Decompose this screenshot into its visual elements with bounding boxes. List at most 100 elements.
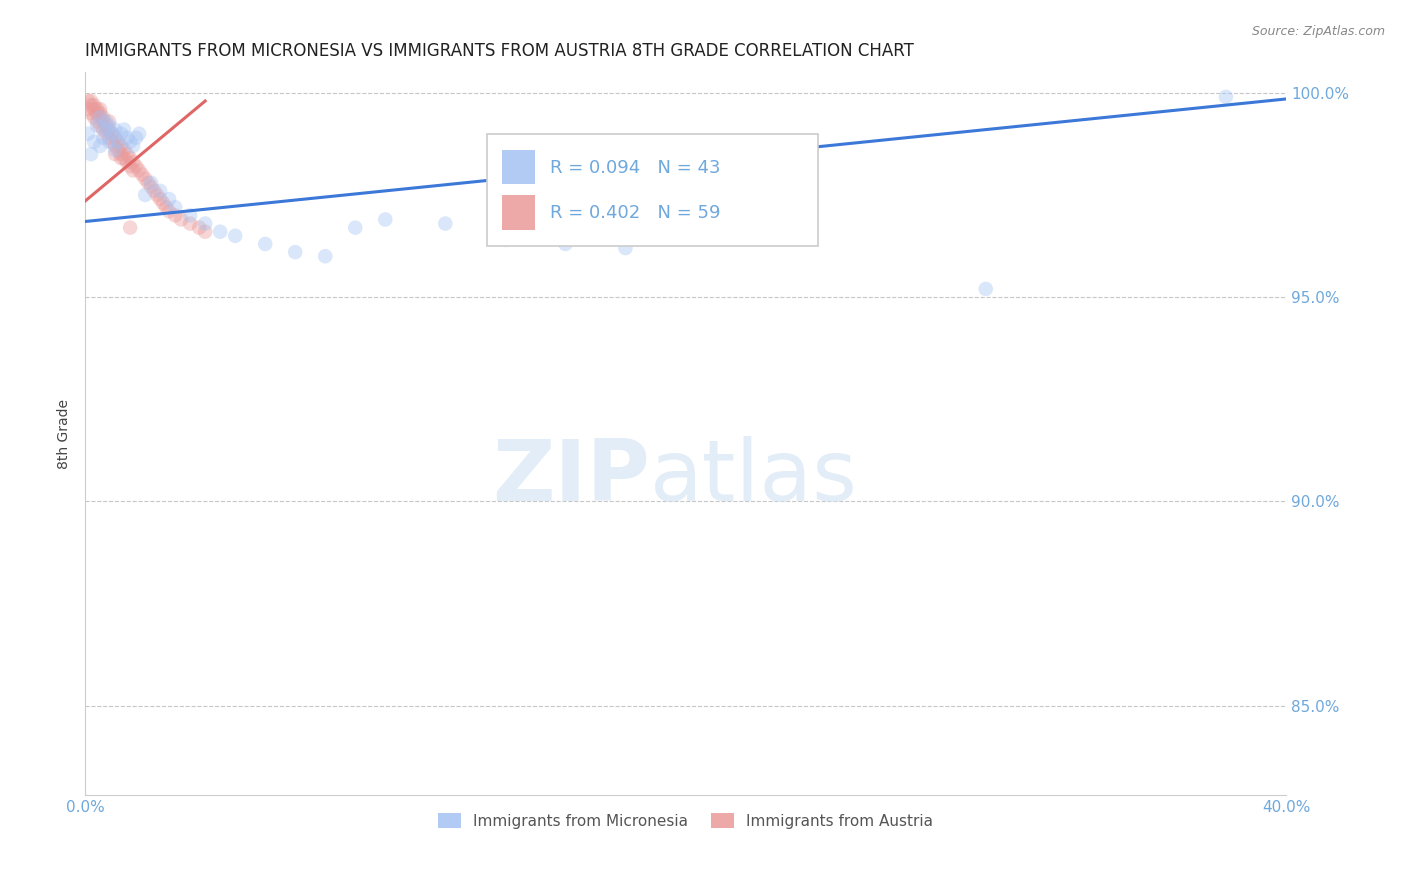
Point [91,114,114,128]
FancyBboxPatch shape [488,134,818,246]
Point [112,143,135,157]
Point [89,111,111,125]
Point [122,139,145,153]
Point [77,127,100,141]
Point [1215,90,1237,104]
Point [314,249,336,263]
Point [94,114,117,128]
Point [104,143,127,157]
Point [83,98,105,112]
Point [152,196,174,211]
Point [89,102,111,116]
Point [146,188,169,202]
Point [128,127,150,141]
Point [86,114,108,128]
Point [125,160,148,174]
FancyBboxPatch shape [502,195,536,230]
Text: IMMIGRANTS FROM MICRONESIA VS IMMIGRANTS FROM AUSTRIA 8TH GRADE CORRELATION CHAR: IMMIGRANTS FROM MICRONESIA VS IMMIGRANTS… [86,42,914,60]
Point [104,147,127,161]
Point [101,127,124,141]
Point [86,106,108,120]
Point [170,212,193,227]
Point [254,237,277,252]
Point [115,155,138,169]
Point [974,282,997,296]
Point [110,127,132,141]
Point [80,94,103,108]
Point [143,184,166,198]
Point [194,217,217,231]
Point [149,184,172,198]
Point [107,135,129,149]
Point [165,208,187,222]
Point [136,176,159,190]
Text: atlas: atlas [650,436,858,519]
Point [434,217,457,231]
Point [110,139,132,153]
Point [139,176,162,190]
Point [110,147,132,161]
Point [494,233,516,247]
Point [139,179,162,194]
Point [115,130,138,145]
Text: R = 0.094   N = 43: R = 0.094 N = 43 [550,159,720,177]
Point [224,228,246,243]
Point [110,151,132,165]
Point [374,212,396,227]
Point [120,220,142,235]
Point [194,225,217,239]
Point [165,200,187,214]
Point [120,160,142,174]
Point [98,130,121,145]
Point [122,155,145,169]
Point [104,139,127,153]
Point [125,130,148,145]
Point [94,122,117,136]
Point [80,98,103,112]
Point [89,111,111,125]
Point [94,119,117,133]
Point [734,217,756,231]
Point [157,192,180,206]
Point [86,119,108,133]
Point [98,114,121,128]
Point [179,208,201,222]
Legend: Immigrants from Micronesia, Immigrants from Austria: Immigrants from Micronesia, Immigrants f… [432,806,939,835]
Point [614,241,637,255]
Point [115,147,138,161]
Point [104,130,127,145]
Point [155,200,177,214]
Point [112,151,135,165]
Point [179,217,201,231]
Point [101,135,124,149]
Point [120,135,142,149]
Point [188,220,211,235]
Point [89,119,111,133]
Point [131,168,153,182]
Point [149,192,172,206]
Point [77,94,100,108]
Point [112,122,135,136]
Point [89,139,111,153]
Point [83,111,105,125]
Point [134,171,156,186]
Point [91,130,114,145]
Point [209,225,232,239]
Text: Source: ZipAtlas.com: Source: ZipAtlas.com [1251,25,1385,38]
Point [120,151,142,165]
Point [98,119,121,133]
Point [554,237,576,252]
Y-axis label: 8th Grade: 8th Grade [58,399,72,469]
Point [91,122,114,136]
Point [107,143,129,157]
Point [157,204,180,219]
Point [98,135,121,149]
Point [98,122,121,136]
Point [284,245,307,260]
Point [104,122,127,136]
Point [91,111,114,125]
Point [134,188,156,202]
Point [83,135,105,149]
Point [77,102,100,116]
Text: R = 0.402   N = 59: R = 0.402 N = 59 [550,204,720,222]
